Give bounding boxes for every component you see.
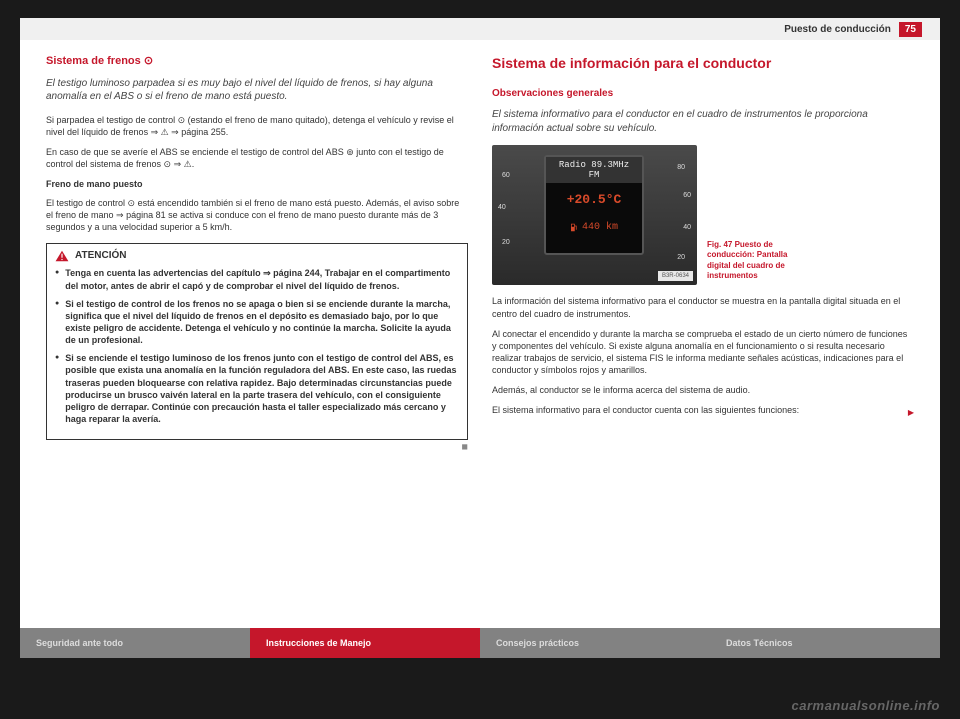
paragraph: La información del sistema informativo p… <box>492 295 914 319</box>
lcd-radio-row: Radio 89.3MHz FM <box>546 157 642 183</box>
page-number: 75 <box>899 22 922 37</box>
paragraph: El testigo de control ⊙ está encendido t… <box>46 197 468 233</box>
lcd-display: Radio 89.3MHz FM +20.5°C 440 km <box>544 155 644 255</box>
end-section-mark: ◼ <box>461 442 468 453</box>
warning-box: ATENCIÓN Tenga en cuenta las advertencia… <box>46 243 468 440</box>
content-area: Sistema de frenos ⊙ El testigo luminoso … <box>20 40 940 628</box>
heading-info-system: Sistema de información para el conductor <box>492 54 914 73</box>
left-gauge: 20 40 60 <box>498 153 536 277</box>
footer-tab-instructions[interactable]: Instrucciones de Manejo <box>250 628 480 658</box>
right-column: Sistema de información para el conductor… <box>492 54 914 628</box>
figure-block: 20 40 60 Radio 89.3MHz FM +20.5°C 440 km <box>492 145 914 285</box>
warning-body: Tenga en cuenta las advertencias del cap… <box>47 267 467 439</box>
paragraph: Si parpadea el testigo de control ⊙ (est… <box>46 114 468 138</box>
paragraph: En caso de que se averíe el ABS se encie… <box>46 146 468 170</box>
intro-text: El sistema informativo para el conductor… <box>492 108 914 135</box>
intro-text: El testigo luminoso parpadea si es muy b… <box>46 77 468 104</box>
warning-header: ATENCIÓN <box>47 244 467 268</box>
left-column: Sistema de frenos ⊙ El testigo luminoso … <box>46 54 468 628</box>
lcd-temp-row: +20.5°C <box>546 183 642 217</box>
right-gauge: 20 40 60 80 <box>653 153 691 277</box>
section-title: Puesto de conducción <box>784 24 891 35</box>
page-header: Puesto de conducción 75 <box>20 18 940 40</box>
subheading-general: Observaciones generales <box>492 87 914 101</box>
warning-bullet: Tenga en cuenta las advertencias del cap… <box>55 267 459 291</box>
warning-bullet: Si se enciende el testigo luminoso de lo… <box>55 352 459 425</box>
heading-brake-system: Sistema de frenos ⊙ <box>46 54 468 69</box>
subheading-handbrake: Freno de mano puesto <box>46 178 468 190</box>
footer-tab-tech[interactable]: Datos Técnicos <box>710 628 940 658</box>
warning-triangle-icon <box>55 250 69 262</box>
warning-bullet: Si el testigo de control de los frenos n… <box>55 298 459 347</box>
figure-caption: Fig. 47 Puesto de conducción: Pantalla d… <box>707 240 807 286</box>
warning-title: ATENCIÓN <box>75 249 126 263</box>
lcd-range-row: 440 km <box>546 217 642 239</box>
paragraph: El sistema informativo para el conductor… <box>492 404 914 416</box>
fuel-pump-icon <box>570 223 578 232</box>
footer-tabs: Seguridad ante todo Instrucciones de Man… <box>20 628 940 658</box>
paragraph: Al conectar el encendido y durante la ma… <box>492 328 914 377</box>
paragraph: Además, al conductor se le informa acerc… <box>492 384 914 396</box>
footer-tab-safety[interactable]: Seguridad ante todo <box>20 628 250 658</box>
continue-arrow-icon: ▶ <box>908 408 914 419</box>
watermark-text: carmanualsonline.info <box>792 698 940 713</box>
figure-id-label: B3R-0634 <box>658 271 693 281</box>
manual-page: Puesto de conducción 75 Sistema de freno… <box>20 18 940 658</box>
dashboard-image: 20 40 60 Radio 89.3MHz FM +20.5°C 440 km <box>492 145 697 285</box>
footer-tab-tips[interactable]: Consejos prácticos <box>480 628 710 658</box>
